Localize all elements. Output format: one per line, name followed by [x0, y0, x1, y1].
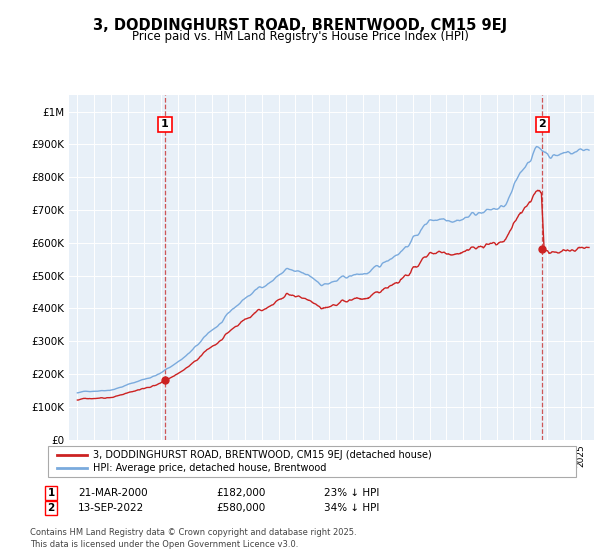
Text: £182,000: £182,000 — [216, 488, 265, 498]
Text: 3, DODDINGHURST ROAD, BRENTWOOD, CM15 9EJ (detached house): 3, DODDINGHURST ROAD, BRENTWOOD, CM15 9E… — [93, 450, 432, 460]
Text: £580,000: £580,000 — [216, 503, 265, 513]
Text: 21-MAR-2000: 21-MAR-2000 — [78, 488, 148, 498]
Text: 34% ↓ HPI: 34% ↓ HPI — [324, 503, 379, 513]
Text: Contains HM Land Registry data © Crown copyright and database right 2025.
This d: Contains HM Land Registry data © Crown c… — [30, 528, 356, 549]
Text: 13-SEP-2022: 13-SEP-2022 — [78, 503, 144, 513]
Text: 2: 2 — [538, 119, 546, 129]
Text: 1: 1 — [161, 119, 169, 129]
Text: Price paid vs. HM Land Registry's House Price Index (HPI): Price paid vs. HM Land Registry's House … — [131, 30, 469, 44]
Text: 2: 2 — [47, 503, 55, 513]
Text: 23% ↓ HPI: 23% ↓ HPI — [324, 488, 379, 498]
Text: 1: 1 — [47, 488, 55, 498]
Text: HPI: Average price, detached house, Brentwood: HPI: Average price, detached house, Bren… — [93, 464, 326, 474]
Text: 3, DODDINGHURST ROAD, BRENTWOOD, CM15 9EJ: 3, DODDINGHURST ROAD, BRENTWOOD, CM15 9E… — [93, 18, 507, 32]
